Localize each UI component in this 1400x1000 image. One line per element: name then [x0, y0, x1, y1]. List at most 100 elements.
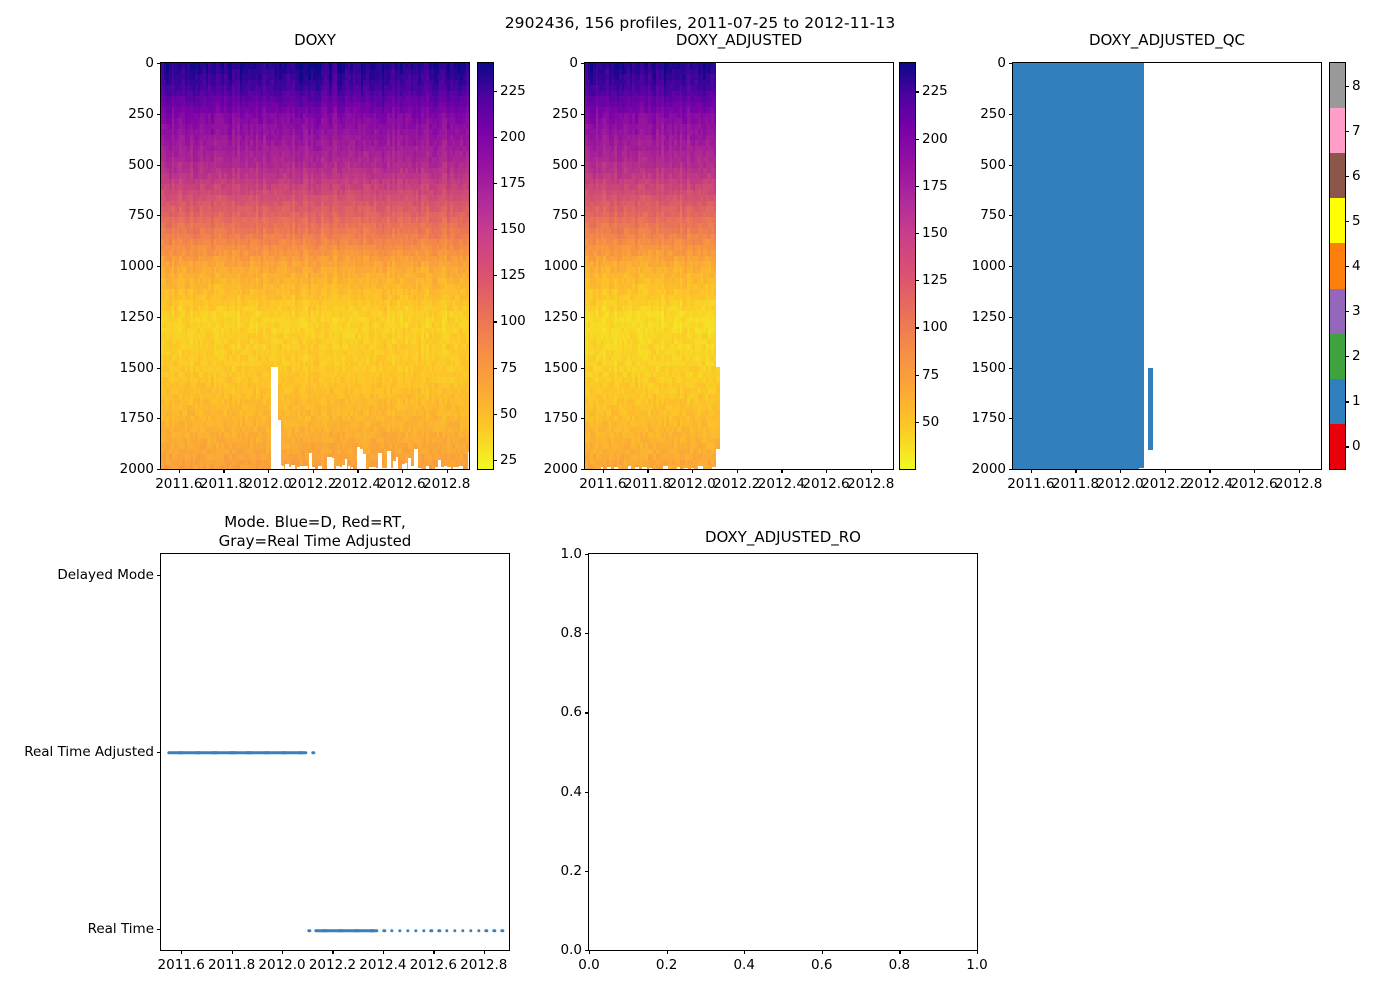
doxy-adjusted-bottom-gap: [712, 467, 717, 469]
qc-colorbar-tick-label: 7: [1352, 123, 1361, 139]
doxy-colorbar-tick: [493, 229, 497, 231]
doxy-cell-column: [308, 63, 312, 469]
doxy-adjusted-bottom-gap: [677, 466, 681, 469]
doxy-colorbar-tick: [493, 413, 497, 415]
doxy-cell-column: [334, 63, 338, 469]
ro-ytick-label: 0.4: [561, 784, 582, 800]
doxy-bottom-gap: [281, 466, 284, 469]
mode-xtick-label: 2011.8: [208, 957, 255, 973]
doxy-cell-column: [224, 63, 228, 469]
doxy-adjusted-colorbar-tick-label: 225: [922, 83, 948, 99]
doxy-colorbar-tick-label: 50: [500, 406, 517, 422]
panel-title-doxy-adjusted: DOXY_ADJUSTED: [584, 31, 894, 50]
qc-colorbar-tick-label: 3: [1352, 303, 1361, 319]
doxy-bottom-gap: [317, 466, 322, 469]
qc-colorbar-tick: [1345, 220, 1349, 223]
doxy-cell-column: [250, 63, 254, 469]
ro-xtick-label: 0.8: [889, 957, 910, 973]
axes-mode: 2011.6 2011.8 2012.0 2012.2 2012.4 2012.6 2012…: [24, 553, 510, 973]
doxy-xtick: [178, 469, 181, 473]
doxy-cell-column: [263, 63, 267, 469]
qc-colorbar-tick: [1345, 266, 1349, 268]
doxy-adjusted-qc-ytick-label: 0: [997, 55, 1006, 71]
doxy-cell-column: [247, 63, 251, 469]
doxy-cell-column: [245, 63, 249, 469]
doxy-adjusted-qc-ytick: [1009, 266, 1013, 268]
ro-xtick: [589, 950, 591, 954]
doxy-cell-column: [284, 63, 288, 469]
doxy-colorbar-tick-label: 100: [500, 313, 526, 329]
doxy-bottom-gap: [395, 457, 399, 469]
doxy-ytick-label: 1250: [120, 309, 154, 325]
mode-xtick-label: 2012.4: [359, 957, 406, 973]
mode-ytick-label: Real Time: [88, 921, 154, 937]
ro-ytick-label: 0.2: [561, 863, 582, 879]
doxy-bottom-gap: [416, 468, 421, 469]
mode-marker: [429, 928, 434, 933]
doxy-cell-column: [310, 63, 315, 469]
doxy-xtick-label: 2012.4: [334, 476, 381, 492]
doxy-adjusted-qc-ytick-label: 750: [980, 207, 1006, 223]
doxy-cell-column: [221, 63, 225, 469]
doxy-xtick: [402, 469, 404, 473]
doxy-bottom-gap: [386, 451, 392, 469]
doxy-adjusted-ytick: [581, 316, 585, 318]
qc-colorbar-band-7: [1330, 108, 1345, 154]
doxy-cell-column: [305, 63, 309, 469]
panel-title-mode-line-1: Gray=Real Time Adjusted: [160, 532, 470, 551]
doxy-cell-column: [161, 63, 165, 469]
ro-ytick-label: 1.0: [561, 546, 582, 562]
ro-xtick-label: 0.0: [578, 957, 599, 973]
mode-marker: [421, 928, 426, 933]
panel-title-mode: Mode. Blue=D, Red=RT, Gray=Real Time Adju…: [160, 513, 470, 551]
ro-ytick: [585, 791, 589, 793]
doxy-cell-column: [318, 63, 322, 469]
qc-colorbar-tick-label: 0: [1352, 438, 1361, 454]
doxy-adjusted-qc-ytick: [1009, 367, 1013, 369]
doxy-bottom-gap: [413, 448, 419, 469]
doxy-adjusted-xtick-label: 2012.8: [847, 476, 894, 492]
qc-colorbar-band-5: [1330, 198, 1345, 244]
mode-marker: [445, 928, 449, 933]
doxy-adjusted-colorbar-tick-label: 200: [922, 131, 948, 147]
doxy-adjusted-qc-ytick: [1009, 113, 1013, 115]
ro-xtick-label: 0.4: [733, 957, 754, 973]
doxy-adjusted-cell-tail-gap-bottom: [716, 448, 720, 469]
doxy-adjusted-xtick: [647, 469, 649, 473]
mode-marker: [484, 928, 489, 933]
doxy-ytick-label: 1000: [120, 258, 154, 274]
doxy-adjusted-colorbar-tick-label: 50: [922, 414, 939, 430]
doxy-adjusted-ytick-label: 500: [552, 157, 578, 173]
doxy-colorbar-tick-label: 125: [500, 267, 526, 283]
doxy-cell-column: [229, 63, 233, 469]
mode-xtick: [231, 950, 233, 954]
doxy-cell-column: [239, 63, 244, 469]
doxy-adjusted-ytick-label: 750: [552, 207, 578, 223]
mode-marker: [453, 928, 457, 933]
doxy-bottom-gap: [467, 452, 469, 469]
doxy-adjusted-colorbar-tick: [915, 185, 919, 187]
doxy-adjusted-qc-ytick-label: 500: [980, 157, 1006, 173]
ro-ytick: [585, 870, 589, 872]
doxy-cell-column: [260, 63, 265, 469]
doxy-xtick: [268, 469, 270, 473]
doxy-adjusted-qc-ytick-label: 1500: [972, 360, 1006, 376]
doxy-xtick: [312, 469, 314, 473]
mode-marker: [374, 928, 379, 933]
doxy-cell-column: [182, 63, 186, 469]
doxy-adjusted-colorbar-tick: [915, 374, 919, 376]
doxy-adjusted-qc-ytick: [1009, 469, 1013, 471]
doxy-adjusted-qc-xtick-label: 2011.6: [1007, 476, 1054, 492]
doxy-adjusted-ytick-label: 1000: [544, 258, 578, 274]
doxy-adjusted-xtick-label: 2011.6: [579, 476, 626, 492]
qc-colorbar-tick-label: 8: [1352, 78, 1361, 94]
doxy-cell-column: [294, 63, 299, 469]
doxy-ytick-label: 750: [128, 207, 154, 223]
figure-suptitle: 2902436, 156 profiles, 2011-07-25 to 201…: [0, 14, 1400, 32]
doxy-adjusted-xtick-label: 2012.4: [758, 476, 805, 492]
doxy-adjusted-colorbar-tick-label: 100: [922, 319, 948, 335]
doxy-bottom-gap: [329, 457, 334, 469]
qc-colorbar-band-6: [1330, 153, 1345, 199]
ro-xtick-label: 0.2: [656, 957, 677, 973]
doxy-cell-column: [468, 63, 469, 469]
